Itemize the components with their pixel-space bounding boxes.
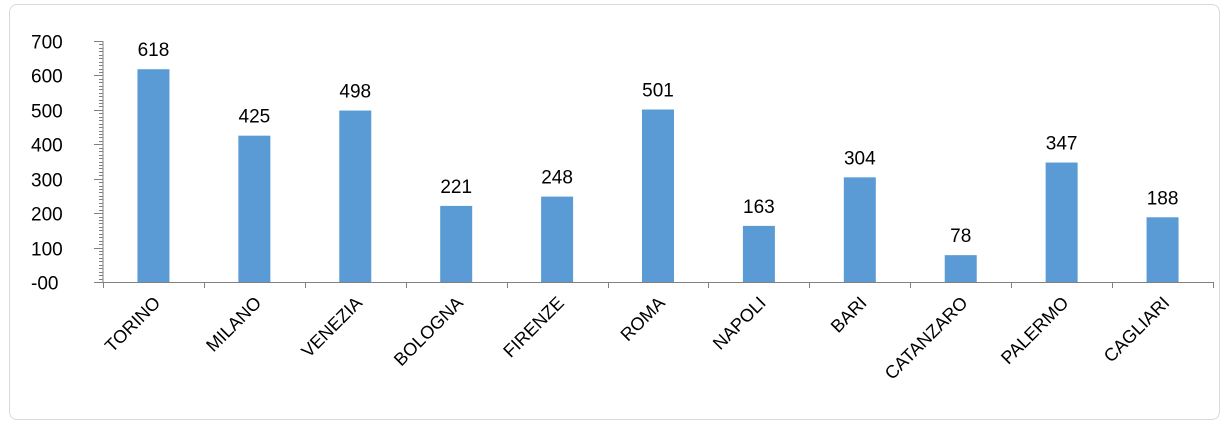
data-label: 425 [239, 107, 271, 128]
data-label: 248 [541, 168, 573, 189]
y-tick-label: 600 [31, 67, 63, 88]
data-label: 498 [339, 82, 371, 103]
category-label: CATANZARO [881, 293, 972, 384]
y-tick-label: 200 [31, 205, 63, 226]
bar [1146, 217, 1179, 282]
bar [742, 225, 775, 282]
y-tick-label: -00 [31, 274, 58, 295]
data-label: 78 [950, 226, 971, 247]
category-label: TORINO [101, 293, 164, 356]
data-label: 221 [440, 177, 472, 198]
bar [339, 110, 372, 282]
category-label: PALERMO [997, 293, 1072, 368]
category-label: VENEZIA [297, 293, 366, 362]
bar [541, 196, 574, 282]
bar [1045, 162, 1078, 282]
category-label: FIRENZE [499, 293, 568, 362]
category-label: MILANO [202, 293, 265, 356]
category-label: BARI [827, 293, 871, 337]
chart-frame [9, 4, 1220, 420]
category-label: ROMA [617, 293, 669, 345]
category-label: NAPOLI [709, 293, 770, 354]
data-label: 347 [1046, 134, 1078, 155]
data-label: 304 [844, 148, 876, 169]
y-tick-label: 100 [31, 240, 63, 261]
y-tick-label: 700 [31, 33, 63, 54]
bar [944, 255, 977, 282]
data-label: 188 [1147, 188, 1179, 209]
y-tick-label: 400 [31, 136, 63, 157]
bar [440, 205, 473, 282]
category-label: CAGLIARI [1100, 293, 1174, 367]
data-label: 163 [743, 197, 775, 218]
bar [238, 135, 271, 282]
data-label: 501 [642, 81, 674, 102]
category-label: BOLOGNA [390, 293, 467, 370]
data-label: 618 [138, 40, 170, 61]
y-tick-label: 500 [31, 102, 63, 123]
y-tick-label: 300 [31, 171, 63, 192]
bar [843, 177, 876, 282]
bar [137, 69, 170, 282]
bar [642, 109, 674, 283]
